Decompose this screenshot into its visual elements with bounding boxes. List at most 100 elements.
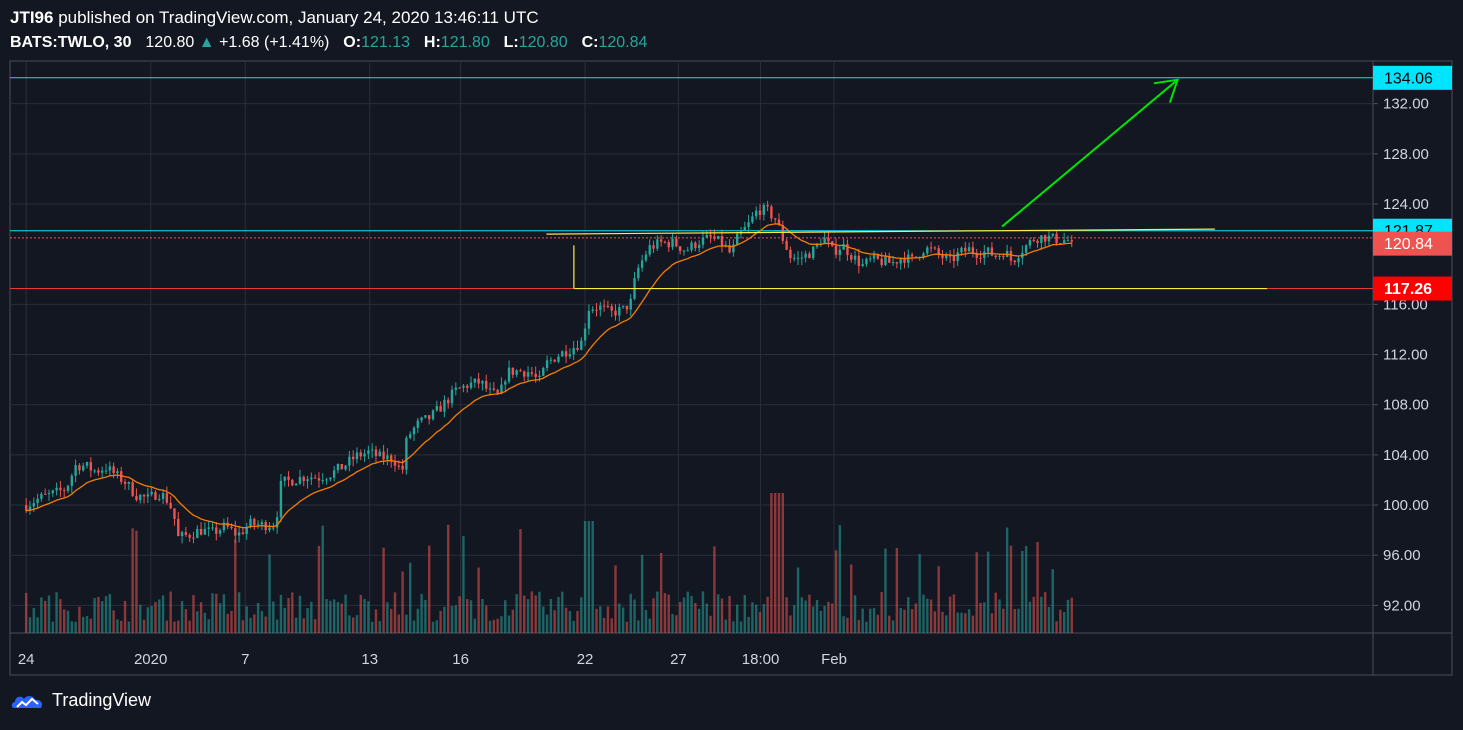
- volume-bar: [618, 603, 621, 633]
- candle-body: [382, 451, 385, 460]
- candle-body: [599, 305, 602, 310]
- volume-bar: [89, 618, 93, 633]
- volume-bar: [990, 613, 994, 633]
- candle-body: [762, 205, 765, 215]
- volume-bar: [910, 609, 914, 633]
- volume-bar: [602, 617, 606, 633]
- candle-body: [675, 238, 678, 247]
- volume-bar: [888, 615, 891, 633]
- volume-bar: [929, 599, 933, 633]
- candle-body: [526, 372, 530, 377]
- volume-bar: [545, 614, 549, 633]
- candle-body: [1024, 245, 1028, 253]
- time-tick-label: 13: [361, 651, 378, 668]
- chart-publish-info: JTI96 published on TradingView.com, Janu…: [10, 8, 539, 28]
- price-tick-label: 108.00: [1383, 397, 1429, 414]
- volume-bar: [59, 599, 62, 633]
- candle-body: [97, 470, 100, 473]
- volume-bar: [462, 536, 465, 633]
- volume-bar: [310, 601, 313, 633]
- volume-bar: [690, 595, 693, 633]
- volume-bar: [302, 618, 305, 633]
- volume-bar: [370, 621, 374, 633]
- candle-body: [804, 253, 807, 258]
- candle-body: [842, 244, 845, 250]
- candle-body: [530, 372, 534, 374]
- candle-body: [253, 518, 256, 525]
- volume-bar: [686, 591, 689, 633]
- candle-body: [960, 247, 963, 253]
- volume-bar: [1059, 609, 1062, 633]
- volume-bar: [226, 613, 229, 633]
- candle-body: [355, 452, 359, 460]
- candle-body: [861, 264, 864, 266]
- volume-bar: [66, 610, 70, 633]
- candle-body: [74, 465, 77, 476]
- candle-body: [865, 258, 868, 265]
- volume-bar: [564, 607, 568, 633]
- volume-bar: [964, 613, 967, 633]
- candle-body: [952, 256, 956, 262]
- volume-bar: [32, 608, 35, 633]
- volume-bar: [82, 617, 85, 633]
- candle-body: [123, 481, 127, 484]
- price-tick-label: 124.00: [1383, 196, 1429, 213]
- publisher-name[interactable]: JTI96: [10, 8, 54, 27]
- volume-bar: [793, 605, 796, 633]
- candle-body: [576, 347, 579, 350]
- volume-bar: [329, 600, 332, 633]
- volume-bar: [374, 609, 378, 633]
- volume-bar: [656, 591, 659, 633]
- candle-body: [1017, 258, 1020, 263]
- price-tick-label: 104.00: [1383, 447, 1429, 464]
- candle-body: [793, 257, 796, 259]
- volume-bar: [872, 608, 876, 633]
- candle-body: [447, 399, 450, 404]
- volume-bar: [104, 596, 108, 633]
- volume-bar: [332, 599, 336, 633]
- candle-body: [884, 256, 887, 266]
- candle-body: [606, 305, 610, 307]
- volume-bar: [325, 599, 328, 633]
- candle-body: [545, 360, 549, 368]
- candle-body: [321, 480, 324, 482]
- volume-bar: [815, 599, 819, 633]
- candle-body: [135, 495, 138, 501]
- candle-body: [473, 378, 477, 383]
- volume-bar: [697, 608, 701, 633]
- volume-bar: [443, 606, 446, 633]
- candle-body: [834, 245, 838, 255]
- candle-body: [378, 451, 381, 457]
- volume-bar: [447, 524, 450, 633]
- candle-body: [28, 506, 32, 511]
- candle-body: [1051, 233, 1054, 236]
- candle-body: [294, 483, 298, 486]
- volume-bar: [116, 619, 119, 633]
- candle-body: [370, 449, 374, 451]
- symbol-name[interactable]: BATS:TWLO, 30: [10, 34, 132, 51]
- volume-bar: [861, 608, 864, 633]
- candle-body: [747, 222, 750, 227]
- candle-body: [199, 529, 203, 535]
- volume-bar: [192, 594, 195, 633]
- volume-bar: [1066, 599, 1070, 633]
- candle-body: [317, 478, 321, 481]
- volume-bar: [275, 619, 279, 633]
- candle-body: [941, 254, 944, 259]
- candle-body: [59, 487, 62, 491]
- volume-bar: [983, 602, 986, 633]
- candle-body: [332, 470, 336, 478]
- candle-body: [728, 245, 731, 253]
- candle-body: [336, 463, 340, 471]
- volume-bar: [869, 608, 872, 633]
- volume-bar: [709, 615, 712, 633]
- candle-body: [393, 461, 397, 466]
- candle-body: [47, 493, 51, 495]
- candle-body: [766, 205, 769, 207]
- candle-body: [1013, 260, 1016, 263]
- candle-body: [697, 244, 701, 249]
- price-change: +1.68 (+1.41%): [219, 34, 330, 51]
- tradingview-branding[interactable]: TradingView: [10, 690, 151, 711]
- candle-body: [591, 309, 594, 311]
